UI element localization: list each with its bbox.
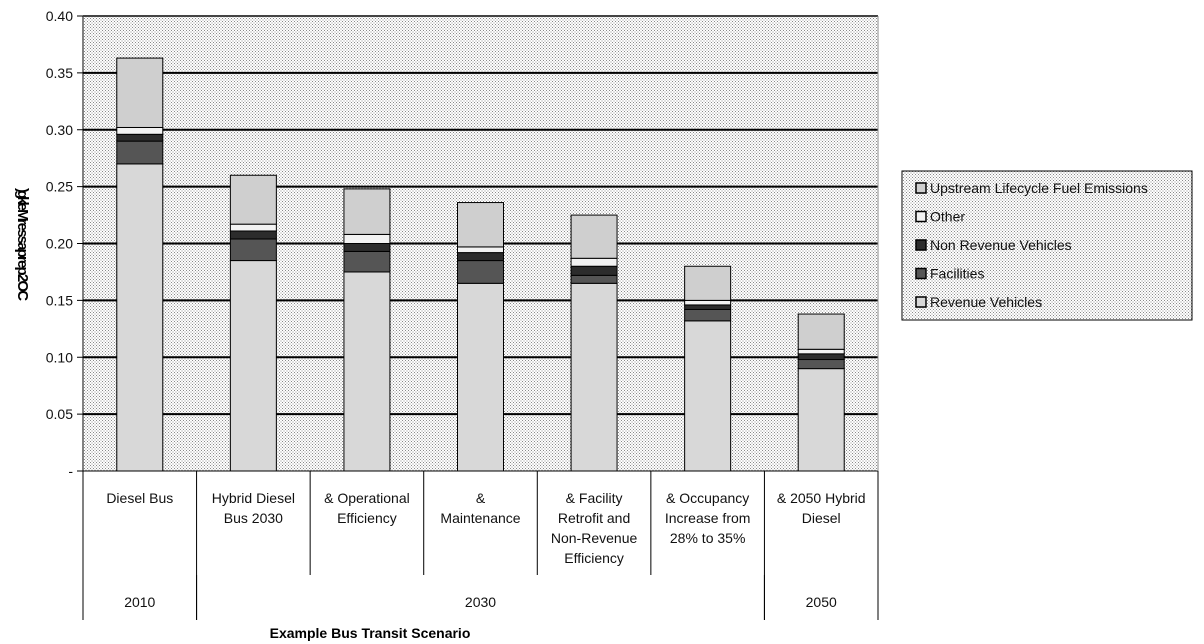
x-category-label: Non-Revenue [551, 530, 638, 546]
bar-segment [684, 308, 732, 322]
bar-segment [343, 188, 391, 235]
y-tick-label: 0.10 [46, 349, 73, 365]
bar-segment [457, 202, 504, 248]
bar-segment [457, 260, 504, 284]
bar-segment [229, 238, 277, 262]
bar-segment [457, 282, 504, 472]
x-group-label: 2050 [806, 594, 837, 610]
y-axis-title: )gkle Mr e s s a p r e p 2 O C [14, 188, 31, 301]
x-group-label: 2030 [465, 594, 496, 610]
x-category-label: Diesel [802, 510, 841, 526]
bar-segment [570, 282, 618, 472]
legend-swatch [915, 296, 927, 308]
bar-segment [343, 250, 391, 273]
bars [116, 57, 845, 472]
x-group-label: 2010 [124, 594, 155, 610]
x-category-label: Increase from [665, 510, 751, 526]
bar-segment [116, 57, 164, 128]
bar-segment [684, 304, 732, 310]
bar-segment [570, 214, 618, 259]
x-category-label: Retrofit and [558, 510, 630, 526]
bar-segment [797, 353, 845, 361]
x-category-label: & Facility [566, 490, 623, 506]
bar-segment [229, 174, 277, 225]
legend-label: Non Revenue Vehicles [930, 237, 1072, 253]
y-tick-label: 0.20 [46, 236, 73, 252]
x-category-label: Hybrid Diesel [212, 490, 295, 506]
legend-label: Revenue Vehicles [930, 294, 1042, 310]
bar-segment [229, 223, 277, 232]
legend-label: Other [930, 209, 965, 225]
bar-segment [343, 233, 391, 244]
axes: - 0.05 0.10 0.15 0.20 0.25 0.30 0.35 0.40 )gkle M… [14, 8, 879, 479]
bar-segment [116, 140, 164, 165]
y-tick-label: 0.25 [46, 179, 73, 195]
bar-segment [229, 230, 277, 240]
bar-segment [797, 348, 845, 355]
bar-segment [570, 274, 618, 284]
legend-swatch [915, 182, 927, 194]
x-category-label: & Operational [324, 490, 410, 506]
bar-segment [797, 368, 845, 472]
x-category-label: Diesel Bus [106, 490, 173, 506]
bar-segment [684, 299, 732, 306]
bar-segment [570, 257, 618, 267]
x-category-label: & Occupancy [666, 490, 749, 506]
x-category-label: Efficiency [337, 510, 397, 526]
y-tick-label: 0.05 [46, 406, 73, 422]
bar-segment [457, 246, 504, 254]
x-category-label: & 2050 Hybrid [777, 490, 866, 506]
bar-segment [457, 252, 504, 262]
bar-segment [229, 260, 277, 472]
x-axis-title: Example Bus Transit Scenario [270, 625, 471, 641]
x-category-label: Efficiency [564, 550, 624, 566]
y-tick-label: - [68, 463, 73, 479]
bar-segment [797, 313, 845, 350]
legend-swatch [915, 210, 927, 223]
bar-segment [116, 126, 164, 135]
bar-segment [797, 359, 845, 370]
bar-segment [116, 133, 164, 142]
x-category-label: 28% to 35% [670, 530, 746, 546]
legend-box [901, 170, 1193, 321]
bar-segment [343, 243, 391, 252]
legend-label: Facilities [930, 266, 984, 282]
bar-segment [570, 265, 618, 276]
x-category-label: Bus 2030 [224, 510, 283, 526]
bar-segment [684, 265, 732, 301]
y-tick-label: 0.15 [46, 292, 73, 308]
bar-segment [116, 163, 164, 472]
y-tick-label: 0.35 [46, 65, 73, 81]
x-category-labels: Diesel Bus Hybrid Diesel Bus 2030 & Operati… [82, 471, 879, 620]
y-tick-label: 0.30 [46, 122, 73, 138]
bar-segment [343, 271, 391, 472]
legend-swatch [915, 239, 927, 251]
legend-swatch [915, 267, 927, 280]
y-tick-label: 0.40 [46, 8, 73, 24]
bar-segment [684, 320, 732, 472]
legend: Upstream Lifecycle Fuel Emissions Other No… [901, 170, 1193, 321]
x-category-label: & [476, 490, 486, 506]
x-category-label: Maintenance [440, 510, 520, 526]
legend-label: Upstream Lifecycle Fuel Emissions [930, 180, 1148, 196]
